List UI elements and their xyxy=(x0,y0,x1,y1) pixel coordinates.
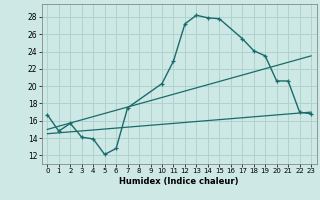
X-axis label: Humidex (Indice chaleur): Humidex (Indice chaleur) xyxy=(119,177,239,186)
